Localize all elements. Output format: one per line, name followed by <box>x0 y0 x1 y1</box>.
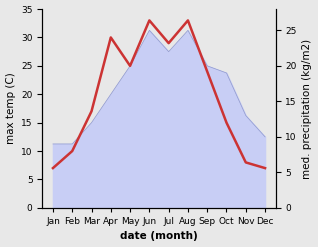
Y-axis label: max temp (C): max temp (C) <box>5 73 16 144</box>
X-axis label: date (month): date (month) <box>120 231 198 242</box>
Y-axis label: med. precipitation (kg/m2): med. precipitation (kg/m2) <box>302 38 313 179</box>
